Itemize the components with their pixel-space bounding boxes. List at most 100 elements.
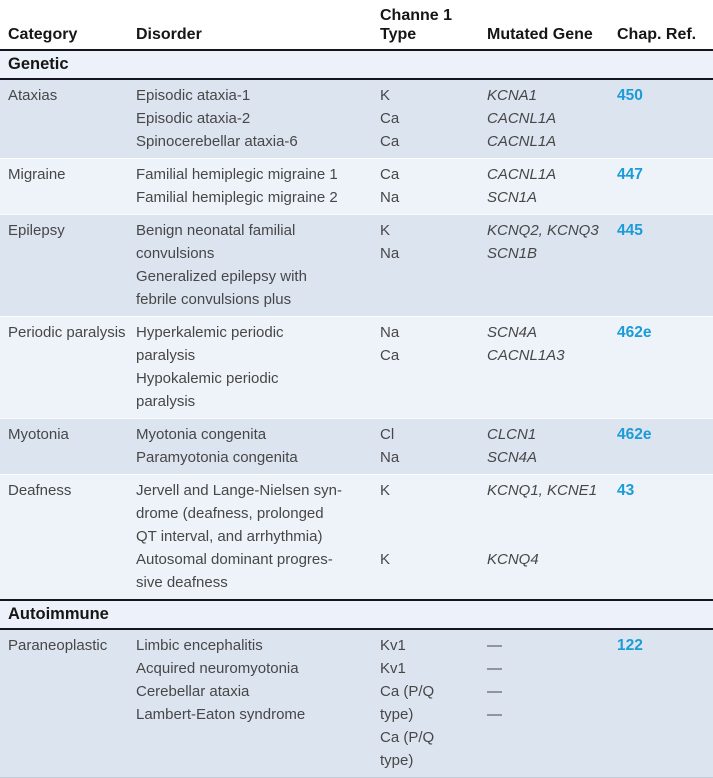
cell-line: Hyperkalemic periodic	[136, 324, 284, 341]
cell-line: QT interval, and arrhythmia)	[136, 528, 323, 545]
chap-ref-cell: 462e	[617, 423, 713, 469]
cell-line: paralysis	[136, 347, 196, 364]
cell-line: paralysis	[136, 393, 196, 410]
channel-type-cell: Cl Na	[380, 423, 487, 469]
category-cell: Migraine	[8, 166, 66, 183]
cell-line: febrile convulsions plus	[136, 291, 292, 308]
table-row-group: Epilepsy Benign neonatal familial convulsi…	[0, 214, 713, 316]
column-header-channel-type: Channe 1 Type	[380, 6, 487, 44]
chapter-ref-link[interactable]: 450	[617, 87, 643, 104]
category-cell: Epilepsy	[8, 222, 65, 239]
cell-line: Benign neonatal familial	[136, 222, 296, 239]
cell-line	[380, 525, 487, 548]
channel-type-cell: K Na	[380, 219, 487, 311]
chap-ref-cell: 43	[617, 479, 713, 594]
cell-line: Myotonia congenita	[136, 426, 267, 443]
cell-line: Ca (P/Q	[380, 729, 435, 746]
section-label: Genetic	[8, 55, 69, 73]
chapter-ref-link[interactable]: 445	[617, 222, 643, 239]
table-body: Genetic Ataxias Episodic ataxia-1 Episodic …	[0, 49, 713, 777]
cell-line: type)	[380, 752, 414, 769]
column-header-disorder-label: Disorder	[136, 26, 202, 43]
cell-line: Na	[380, 189, 400, 206]
cell-line: Na	[380, 245, 400, 262]
section-header-genetic: Genetic	[0, 49, 713, 80]
chapter-ref-link[interactable]: 43	[617, 482, 635, 499]
disorder-cell: Myotonia congenita Paramyotonia congenita	[136, 423, 380, 469]
chap-ref-cell: 462e	[617, 321, 713, 413]
table-row-group: Paraneoplastic Limbic encephalitis Acquire…	[0, 630, 713, 777]
disorder-cell: Episodic ataxia-1 Episodic ataxia-2 Spinoc…	[136, 84, 380, 153]
cell-line: Cl	[380, 426, 395, 443]
chap-ref-cell: 447	[617, 163, 713, 209]
gene-line: CACNL1A	[487, 166, 557, 183]
mutated-gene-cell: — — — —	[487, 634, 617, 772]
gene-line: KCNQ2, KCNQ3	[487, 222, 599, 239]
cell-line: Hypokalemic periodic	[136, 370, 279, 387]
gene-line: KCNQ1, KCNE1	[487, 482, 598, 499]
table-row-group: Deafness Jervell and Lange-Nielsen syn-dr…	[0, 474, 713, 599]
section-header-autoimmune: Autoimmune	[0, 599, 713, 630]
table-row-group: Migraine Familial hemiplegic migraine 1 Fa…	[0, 158, 713, 214]
mutated-gene-cell: CACNL1A SCN1A	[487, 163, 617, 209]
cell-line: K	[380, 87, 391, 104]
chapter-ref-link[interactable]: 462e	[617, 426, 652, 443]
cell-line: Ca	[380, 347, 400, 364]
disorder-cell: Hyperkalemic periodic paralysis Hypokalemi…	[136, 321, 380, 413]
gene-line: —	[487, 706, 502, 723]
column-header-category-label: Category	[8, 26, 78, 43]
gene-line	[487, 525, 617, 548]
column-header-mutated-gene: Mutated Gene	[487, 25, 617, 44]
chapter-ref-link[interactable]: 462e	[617, 324, 652, 341]
gene-line: CACNL1A	[487, 110, 557, 127]
table-row-group: Periodic paralysis Hyperkalemic periodic p…	[0, 316, 713, 418]
chapter-ref-link[interactable]: 122	[617, 637, 643, 654]
disorder-cell: Familial hemiplegic migraine 1 Familial h…	[136, 163, 380, 209]
table-row-group: Myotonia Myotonia congenita Paramyotonia c…	[0, 418, 713, 474]
channel-type-cell: Kv1 Kv1 Ca (P/Q type) Ca (P/Q type)	[380, 634, 487, 772]
category-cell: Periodic paralysis	[8, 324, 126, 341]
category-cell: Paraneoplastic	[8, 637, 108, 654]
cell-line: Na	[380, 324, 400, 341]
column-header-disorder: Disorder	[136, 25, 380, 44]
cell-line: Ca	[380, 166, 400, 183]
cell-line: Lambert-Eaton syndrome	[136, 706, 306, 723]
gene-line: —	[487, 637, 502, 654]
chap-ref-cell: 450	[617, 84, 713, 153]
gene-line: CACNL1A3	[487, 347, 565, 364]
gene-line: SCN4A	[487, 449, 538, 466]
cell-line: convulsions	[136, 245, 215, 262]
cell-line: Paramyotonia congenita	[136, 449, 298, 466]
category-cell: Ataxias	[8, 87, 58, 104]
cell-line: Kv1	[380, 660, 406, 677]
gene-line: —	[487, 660, 502, 677]
chap-ref-cell: 445	[617, 219, 713, 311]
column-header-chap-ref-label: Chap. Ref.	[617, 26, 697, 43]
cell-line: Spinocerebellar ataxia-6	[136, 133, 298, 150]
mutated-gene-cell: KCNQ1, KCNE1 KCNQ4	[487, 479, 617, 594]
mutated-gene-cell: SCN4A CACNL1A3	[487, 321, 617, 413]
channel-type-cell: K K	[380, 479, 487, 594]
cell-line: Kv1	[380, 637, 406, 654]
cell-line: Familial hemiplegic migraine 1	[136, 166, 338, 183]
cell-line: K	[380, 222, 391, 239]
gene-line: KCNQ4	[487, 551, 539, 568]
cell-line: K	[380, 551, 391, 568]
cell-line: Ca	[380, 133, 400, 150]
cell-line: Ca	[380, 110, 400, 127]
gene-line: SCN1B	[487, 245, 538, 262]
channel-type-cell: Na Ca	[380, 321, 487, 413]
column-header-mutated-gene-label: Mutated Gene	[487, 26, 593, 43]
cell-line	[380, 502, 487, 525]
table-header-row: Category Disorder Channe 1 Type Mutated …	[0, 0, 713, 49]
chap-ref-cell: 122	[617, 634, 713, 772]
chapter-ref-link[interactable]: 447	[617, 166, 643, 183]
cell-line: drome (deafness, prolonged	[136, 505, 324, 522]
category-cell: Myotonia	[8, 426, 69, 443]
table-row-group: Ataxias Episodic ataxia-1 Episodic ataxia-…	[0, 80, 713, 158]
cell-line: type)	[380, 706, 414, 723]
column-header-category: Category	[8, 25, 136, 44]
gene-line: SCN4A	[487, 324, 538, 341]
mutated-gene-cell: KCNA1 CACNL1A CACNL1A	[487, 84, 617, 153]
cell-line: K	[380, 482, 391, 499]
